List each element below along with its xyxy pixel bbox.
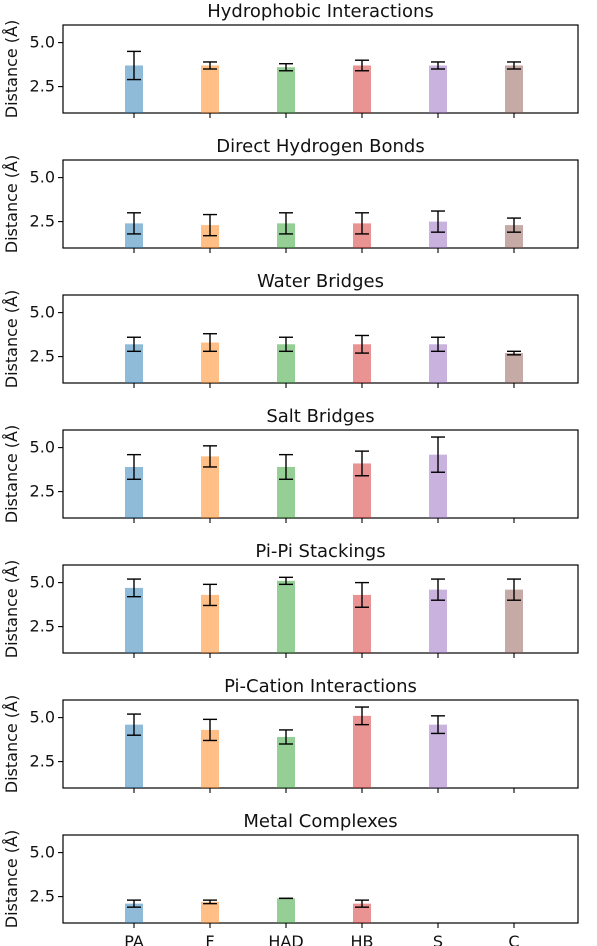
panel-0: Hydrophobic Interactions Distance (Å) 2.5 5… xyxy=(2,1,579,118)
bar-C xyxy=(505,225,523,248)
bar-F xyxy=(201,342,219,383)
bar-HAD xyxy=(277,898,295,923)
y-tick-label: 5.0 xyxy=(30,168,55,187)
y-tick-label: 2.5 xyxy=(30,77,55,96)
bar-S xyxy=(429,221,447,248)
plot-frame xyxy=(62,564,579,654)
bar-S xyxy=(429,65,447,113)
y-tick-label: 5.0 xyxy=(30,708,55,727)
bar-HB xyxy=(353,594,371,653)
panel-5: Pi-Cation Interactions Distance (Å) 2.5 5.0 xyxy=(2,676,579,793)
bar-S xyxy=(429,344,447,383)
y-tick-label: 5.0 xyxy=(30,573,55,592)
y-axis-label: Distance (Å) xyxy=(2,20,21,118)
bar-HAD xyxy=(277,223,295,248)
panel-4: Pi-Pi Stackings Distance (Å) 2.5 5.0 xyxy=(2,541,579,658)
bar-PA xyxy=(125,344,143,383)
bar-HB xyxy=(353,223,371,248)
y-tick-label: 2.5 xyxy=(30,347,55,366)
plot-frame xyxy=(62,294,579,384)
plot-frame xyxy=(62,834,579,924)
panel-title: Hydrophobic Interactions xyxy=(207,1,434,22)
y-tick-label: 5.0 xyxy=(30,33,55,52)
panel-title: Metal Complexes xyxy=(243,811,397,832)
y-axis-label: Distance (Å) xyxy=(2,425,21,523)
bar-HAD xyxy=(277,736,295,788)
y-axis-label: Distance (Å) xyxy=(2,290,21,388)
y-axis-label: Distance (Å) xyxy=(2,560,21,658)
y-tick-label: 2.5 xyxy=(30,752,55,771)
bar-HAD xyxy=(277,580,295,653)
y-axis-label: Distance (Å) xyxy=(2,830,21,928)
bar-F xyxy=(201,65,219,113)
y-tick-label: 2.5 xyxy=(30,482,55,501)
bar-PA xyxy=(125,903,143,923)
bar-HAD xyxy=(277,67,295,113)
bar-S xyxy=(429,724,447,788)
y-tick-label: 5.0 xyxy=(30,843,55,862)
plot-frame xyxy=(62,699,579,789)
bar-HB xyxy=(353,65,371,113)
x-tick-label: HB xyxy=(350,932,373,946)
bar-S xyxy=(429,454,447,518)
y-axis-label: Distance (Å) xyxy=(2,155,21,253)
x-tick-label: F xyxy=(205,932,214,946)
panel-2: Water Bridges Distance (Å) 2.5 5.0 xyxy=(2,271,579,388)
y-tick-label: 5.0 xyxy=(30,438,55,457)
panel-title: Pi-Cation Interactions xyxy=(224,676,417,697)
y-tick-label: 2.5 xyxy=(30,887,55,906)
x-tick-label: S xyxy=(433,932,443,946)
plot-frame xyxy=(62,429,579,519)
bar-F xyxy=(201,225,219,248)
bar-HB xyxy=(353,715,371,788)
bar-HAD xyxy=(277,344,295,383)
bar-C xyxy=(505,65,523,113)
y-tick-label: 5.0 xyxy=(30,303,55,322)
panel-title: Salt Bridges xyxy=(266,406,374,427)
panel-1: Direct Hydrogen Bonds Distance (Å) 2.5 5.0 xyxy=(2,136,579,253)
y-axis-label: Distance (Å) xyxy=(2,695,21,793)
bar-PA xyxy=(125,724,143,788)
x-tick-label: HAD xyxy=(268,932,303,946)
bar-PA xyxy=(125,587,143,653)
panel-title: Water Bridges xyxy=(257,271,384,292)
bar-HB xyxy=(353,463,371,518)
bar-C xyxy=(505,589,523,653)
bar-HB xyxy=(353,344,371,383)
x-tick-label: PA xyxy=(124,932,144,946)
panel-6: Metal Complexes Distance (Å) 2.5 5.0 PA F HAD H… xyxy=(2,811,579,946)
x-tick-label: C xyxy=(508,932,519,946)
bar-F xyxy=(201,456,219,518)
plot-frame xyxy=(62,159,579,249)
bar-S xyxy=(429,589,447,653)
bar-PA xyxy=(125,223,143,248)
bar-F xyxy=(201,901,219,923)
bar-HB xyxy=(353,903,371,923)
bar-C xyxy=(505,353,523,383)
bar-PA xyxy=(125,65,143,113)
plot-frame xyxy=(62,24,579,114)
y-tick-label: 2.5 xyxy=(30,212,55,231)
panel-3: Salt Bridges Distance (Å) 2.5 5.0 xyxy=(2,406,579,523)
bar-F xyxy=(201,729,219,788)
panel-title: Pi-Pi Stackings xyxy=(255,541,385,562)
panel-title: Direct Hydrogen Bonds xyxy=(216,136,424,157)
bar-F xyxy=(201,594,219,653)
y-tick-label: 2.5 xyxy=(30,617,55,636)
